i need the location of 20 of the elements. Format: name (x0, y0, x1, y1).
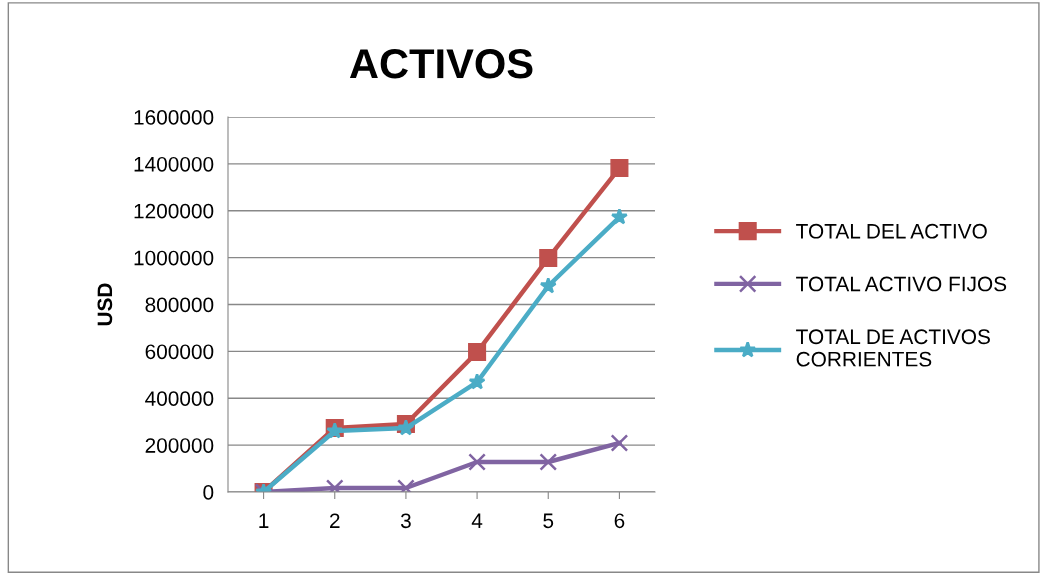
y-tick-label: 1200000 (134, 203, 214, 219)
chart-title: ACTIVOS (349, 49, 533, 79)
y-tick-label: 400000 (145, 391, 214, 406)
y-tick-label: 1600000 (134, 110, 214, 125)
y-tick-label: 200000 (145, 438, 214, 453)
legend-label: TOTAL ACTIVO FIJOS (796, 276, 1007, 292)
y-tick-label: 800000 (145, 297, 214, 313)
x-tick-label: 1 (259, 513, 269, 528)
x-tick-label: 5 (543, 513, 554, 529)
y-tick-label: 1000000 (134, 250, 214, 266)
x-tick-label: 4 (471, 513, 483, 528)
legend-label: TOTAL DE ACTIVOS CORRIENTES (796, 329, 990, 367)
y-tick-label: 600000 (145, 344, 214, 360)
x-tick-label: 3 (400, 513, 411, 529)
x-tick-label: 2 (330, 513, 340, 528)
y-axis-title: USD (97, 283, 113, 326)
legend-label: TOTAL DEL ACTIVO (796, 223, 987, 239)
y-tick-label: 0 (203, 485, 214, 500)
x-tick-label: 6 (614, 513, 625, 529)
y-tick-label: 1400000 (134, 156, 214, 172)
